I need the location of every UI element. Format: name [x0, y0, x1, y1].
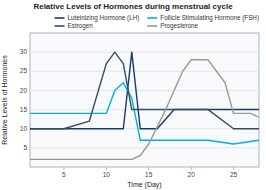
grid-line — [30, 71, 259, 72]
legend-label: Follicle Stimulating Hormone (FSH) — [160, 14, 259, 22]
legend-label: Luteinizing Hormone (LH) — [68, 14, 140, 22]
y-axis-label: Relative Levels of Hormones — [1, 55, 8, 145]
x-tick — [148, 167, 149, 170]
legend-item: Estrogen — [55, 22, 94, 30]
x-axis-label: Time (Day) — [127, 181, 161, 189]
legend-swatch — [55, 17, 65, 19]
legend-swatch — [147, 17, 157, 19]
y-tick-label: 20 — [20, 87, 28, 94]
legend-swatch — [55, 25, 65, 27]
x-tick-label: 10 — [103, 171, 111, 178]
grid-line — [30, 90, 259, 91]
legend-item: Follicle Stimulating Hormone (FSH) — [147, 14, 259, 22]
y-tick-label: 30 — [20, 48, 28, 55]
series-line — [30, 60, 259, 160]
legend-label: Progesterone — [160, 22, 198, 30]
x-tick-label: 20 — [188, 171, 196, 178]
x-tick-label: 5 — [62, 171, 66, 178]
series-line — [30, 52, 259, 129]
x-tick-label: 15 — [145, 171, 153, 178]
legend-item: Luteinizing Hormone (LH) — [55, 14, 140, 22]
y-tick-label: 25 — [20, 67, 28, 74]
y-tick-label: 15 — [20, 106, 28, 113]
chart: Relative Levels of Hormones during menst… — [0, 0, 266, 190]
x-tick — [63, 167, 64, 170]
series-line — [30, 52, 259, 129]
legend: Luteinizing Hormone (LH) Follicle Stimula… — [55, 14, 259, 30]
legend-item: Progesterone — [147, 22, 198, 30]
legend-label: Estrogen — [68, 22, 94, 30]
grid-line — [30, 147, 259, 148]
x-tick — [106, 167, 107, 170]
series-line — [30, 83, 259, 144]
y-tick-label: 5 — [23, 144, 27, 151]
plot-area — [30, 52, 259, 159]
legend-swatch — [147, 25, 157, 27]
y-tick-label: 10 — [20, 125, 28, 132]
title: Relative Levels of Hormones during menst… — [33, 2, 233, 11]
x-tick — [191, 167, 192, 170]
x-tick-label: 25 — [230, 171, 238, 178]
grid-line — [30, 52, 259, 53]
plot-frame — [30, 33, 259, 167]
x-tick — [233, 167, 234, 170]
